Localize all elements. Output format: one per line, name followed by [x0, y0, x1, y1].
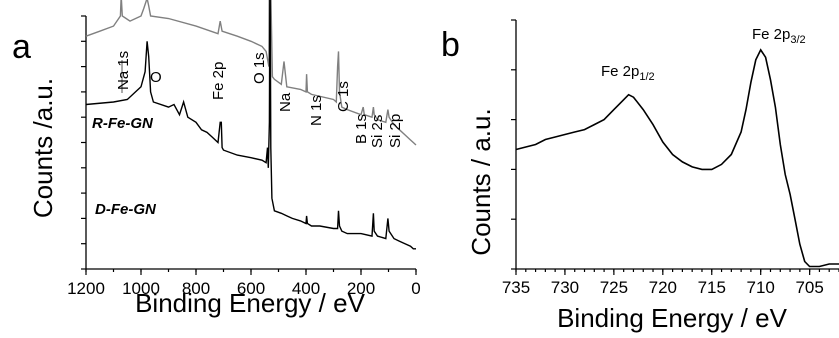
- panel-b-x-tick-label: 720: [649, 278, 677, 297]
- fe2p-spectrum-line: [515, 48, 839, 268]
- panel-a-x-tick-label: 1200: [67, 279, 105, 298]
- panel-b-x-axis-title: Binding Energy / eV: [557, 303, 787, 333]
- panel-a-x-tick-label: 800: [182, 279, 210, 298]
- panel-a-y-axis-title: Counts /a.u.: [28, 78, 58, 218]
- panel-b-y-axis-title: Counts / a.u.: [466, 108, 496, 255]
- peak-label-b1s: B 1s: [353, 114, 370, 144]
- peak-label-c1s: C 1s: [335, 81, 352, 112]
- panel-a-x-ticks: 1200 1000 800 600 400 200 0: [67, 269, 421, 298]
- series-r-fe-gn-line: [85, 0, 417, 146]
- peak-label-na1s: Na 1s: [115, 51, 132, 90]
- panel-a-y-ticks: [81, 15, 86, 270]
- panel-a-x-axis-title: Binding Energy / eV: [135, 288, 365, 318]
- peak-label-si2p: Si 2p: [387, 114, 404, 148]
- panel-a-x-tick-label: 200: [347, 279, 375, 298]
- panel-a-x-tick-label: 600: [237, 279, 265, 298]
- panel-b-x-ticks: 735 730 725 720 715 710 705: [502, 269, 839, 297]
- panel-b-y-ticks: [511, 19, 516, 270]
- panel-b-x-tick-label: 715: [698, 278, 726, 297]
- panel-a-x-tick-label: 0: [411, 279, 420, 298]
- panel-a: a Counts /a.u. Binding Energy / eV 1200 1…: [12, 0, 421, 318]
- panel-b-letter: b: [441, 26, 460, 64]
- panel-a-x-tick-label: 1000: [122, 279, 160, 298]
- peak-label-si2s: Si 2s: [369, 115, 386, 148]
- panel-b-axes-frame: [515, 20, 839, 270]
- panel-a-letter: a: [12, 28, 31, 66]
- panel-b-x-tick-label: 725: [600, 278, 628, 297]
- panel-b-x-tick-label: 710: [747, 278, 775, 297]
- panel-b-x-tick-label: 730: [551, 278, 579, 297]
- peak-label-o1s: O 1s: [251, 52, 268, 84]
- panel-b-x-tick-label: 705: [795, 278, 823, 297]
- panel-b-x-tick-label: 735: [502, 278, 530, 297]
- sample-label-d-fe-gn: D-Fe-GN: [95, 201, 157, 218]
- sample-label-r-fe-gn: R-Fe-GN: [92, 115, 154, 132]
- peak-label-fe2p: Fe 2p: [210, 62, 227, 100]
- peak-label-o: O: [150, 69, 162, 86]
- panel-b: b Counts / a.u. Binding Energy / eV 735 7…: [441, 19, 839, 333]
- peak-label-fe2p-three-half: Fe 2p3/2: [752, 26, 806, 46]
- series-d-fe-gn-line: [85, 0, 416, 250]
- panel-a-x-tick-label: 400: [292, 279, 320, 298]
- peak-label-n1s: N 1s: [308, 95, 325, 126]
- peak-label-fe2p-half: Fe 2p1/2: [601, 63, 655, 83]
- peak-label-na: Na: [277, 92, 294, 112]
